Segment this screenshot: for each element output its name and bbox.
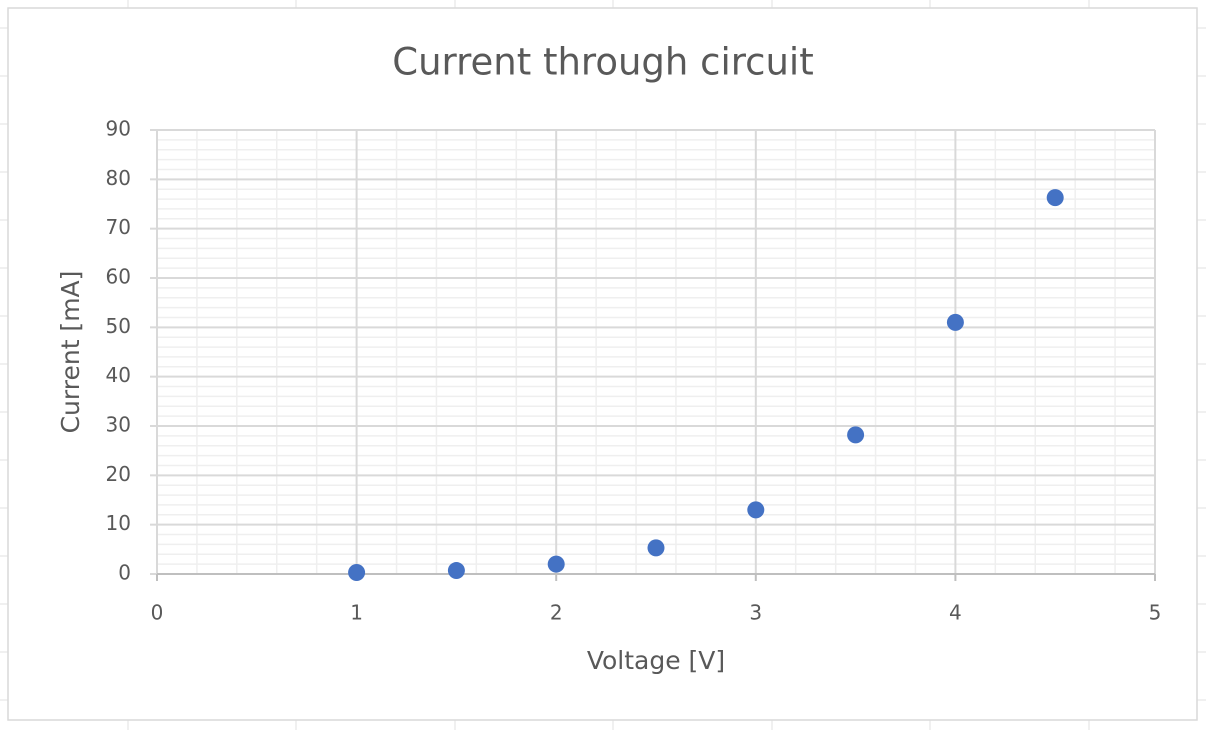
x-tick-label: 2 <box>550 601 563 625</box>
y-tick-label: 40 <box>106 363 131 387</box>
data-point <box>647 539 665 557</box>
data-point <box>847 426 865 444</box>
chart-title: Current through circuit <box>392 41 813 84</box>
x-tick-label: 3 <box>749 601 762 625</box>
x-tick-label: 1 <box>350 601 363 625</box>
y-tick-label: 60 <box>106 265 131 289</box>
y-tick-label: 10 <box>106 511 131 535</box>
y-tick-label: 20 <box>106 462 131 486</box>
data-point <box>747 501 765 519</box>
y-axis-title: Current [mA] <box>56 271 85 434</box>
x-tick-label: 0 <box>151 601 164 625</box>
y-tick-label: 70 <box>106 215 131 239</box>
x-tick-label: 5 <box>1149 601 1162 625</box>
plot: 0 10 20 30 40 50 60 70 80 90 0 1 2 3 4 5 <box>106 117 1162 625</box>
data-point <box>547 555 565 573</box>
data-point <box>447 562 465 580</box>
x-tick-label: 4 <box>949 601 962 625</box>
data-point <box>946 313 964 331</box>
y-tick-label: 80 <box>106 166 131 190</box>
chart-area <box>7 7 1198 721</box>
y-tick-label: 30 <box>106 413 131 437</box>
y-tick-label: 50 <box>106 314 131 338</box>
x-axis-title: Voltage [V] <box>587 646 725 675</box>
y-tick-label: 0 <box>118 561 131 585</box>
y-tick-label: 90 <box>106 117 131 141</box>
data-point <box>1046 189 1064 207</box>
data-point <box>348 564 366 582</box>
